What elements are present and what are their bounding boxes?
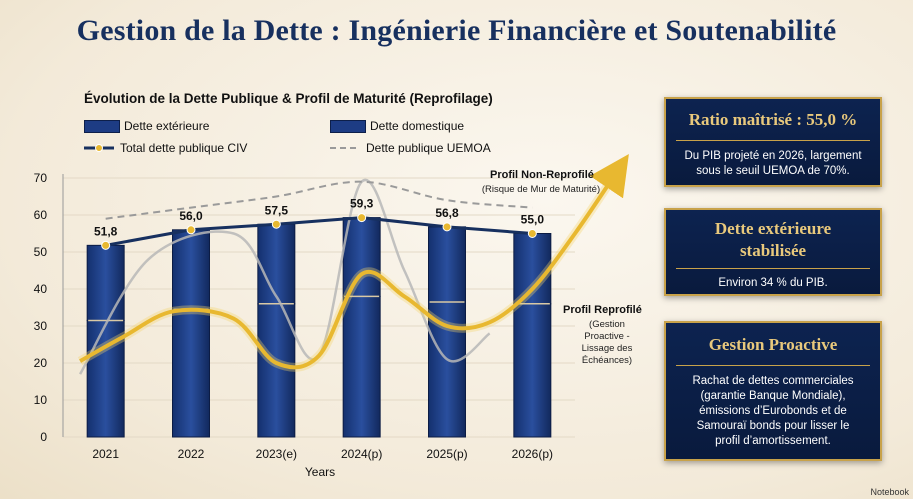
legend-dette-exterieure: Dette extérieure (84, 119, 209, 133)
y-tick-label: 70 (34, 171, 48, 185)
legend-label-ext: Dette extérieure (124, 119, 210, 133)
lines-group: 51,8 56,0 57,5 59,3 56,8 55,0 (94, 180, 545, 250)
x-tick-label: 2026(p) (512, 447, 553, 461)
point-total-dette (271, 219, 281, 229)
point-total-dette (357, 213, 367, 223)
bar-dette-exterieure (257, 303, 296, 438)
annotation-non-reprofile-title: Profil Non-Reprofilé (490, 169, 594, 181)
y-tick-label: 50 (34, 245, 48, 259)
bar-dette-domestique (428, 226, 466, 303)
curves-group (77, 154, 629, 375)
legend-swatch-ext (84, 119, 120, 133)
card-body-line: profil d’amortissement. (715, 435, 831, 447)
data-label-total: 56,8 (435, 206, 459, 220)
y-tick-label: 30 (34, 319, 48, 333)
y-tick-label: 20 (34, 356, 48, 370)
y-tick-label: 0 (40, 430, 47, 444)
legend-uemoa: Dette publique UEMOA (330, 141, 491, 155)
annotation-reprofile-title: Profil Reprofilé (563, 304, 642, 316)
card-gestion-title: Gestion Proactive (708, 335, 838, 354)
card-gestion-body: Rachat de dettes commerciales (garantie … (666, 366, 880, 449)
legend-label-total: Total dette publique CIV (120, 141, 248, 155)
watermark: Notebook (870, 487, 909, 497)
card-ext-body: Environ 34 % du PIB. (718, 277, 828, 289)
bar-dette-exterieure (513, 303, 552, 438)
x-axis: 2021 2022 2023(e) 2024(p) 2025(p) 2026(p) (92, 447, 553, 461)
y-axis: 0 10 20 30 40 50 60 70 (34, 171, 48, 444)
x-tick-label: 2022 (178, 447, 205, 461)
card-divider (676, 268, 870, 269)
line-uemoa (105, 180, 533, 220)
x-tick-label: 2024(p) (341, 447, 382, 461)
card-ratio: Ratio maîtrisé : 55,0 % Du PIB projeté e… (664, 97, 882, 187)
bar-dette-domestique (513, 233, 552, 305)
y-tick-label: 40 (34, 282, 48, 296)
annotation-reprofile-line: (Gestion (589, 319, 625, 330)
bar-dette-domestique (172, 229, 210, 310)
page-title: Gestion de la Dette : Ingénierie Financi… (76, 14, 837, 47)
legend-swatch-total (84, 144, 114, 152)
y-tick-label: 60 (34, 208, 48, 222)
card-body-line: sous le seuil UEMOA de 70%. (696, 165, 850, 177)
legend-dette-domestique: Dette domestique (330, 119, 464, 133)
bar-dette-domestique (342, 217, 381, 297)
card-body-line: Du PIB projeté en 2026, largement (684, 150, 862, 162)
card-dette-exterieure: Dette extérieure stabilisée Environ 34 %… (664, 208, 882, 296)
chart-title: Évolution de la Dette Publique & Profil … (84, 91, 493, 106)
bars-group (86, 217, 552, 438)
annotation-reprofile-line: Lissage des (581, 343, 633, 354)
card-body-line: (garantie Banque Mondiale), (700, 390, 846, 402)
card-body-line: Samouraï bonds pour lisser le (696, 420, 850, 432)
data-label-total: 51,8 (94, 224, 118, 238)
point-total-dette (101, 240, 111, 250)
data-label-total: 56,0 (179, 209, 203, 223)
data-label-total: 55,0 (521, 213, 545, 227)
annotation-reprofile-line: Échéances) (581, 355, 633, 366)
x-tick-label: 2025(p) (426, 447, 467, 461)
card-title-line: Dette extérieure (714, 219, 832, 238)
annotation-non-reprofile-sub: (Risque de Mur de Maturité) (481, 184, 601, 195)
card-ext-title: Dette extérieure stabilisée (666, 210, 880, 268)
y-tick-label: 10 (34, 393, 48, 407)
x-tick-label: 2023(e) (256, 447, 297, 461)
curve-reprofile (79, 154, 629, 370)
bar-dette-exterieure (172, 308, 210, 438)
legend-swatch-uemoa (330, 147, 360, 149)
card-gestion-proactive: Gestion Proactive Rachat de dettes comme… (664, 321, 882, 461)
bar-dette-domestique (257, 223, 296, 305)
bar-dette-exterieure (342, 295, 381, 438)
legend-swatch-dom (330, 119, 366, 133)
chart-grid (62, 174, 575, 438)
point-total-dette (186, 225, 196, 235)
x-tick-label: 2021 (92, 447, 119, 461)
bar-dette-domestique (86, 244, 125, 321)
card-ratio-body: Du PIB projeté en 2026, largement sous l… (666, 141, 880, 179)
card-body-line: Rachat de dettes commerciales (692, 375, 854, 387)
card-body-line: émissions d’Eurobonds et de (699, 405, 847, 417)
data-label-total: 59,3 (350, 197, 374, 211)
point-total-dette (527, 229, 537, 238)
annotation-reprofile-sub: (Gestion Proactive - Lissage des Échéanc… (572, 319, 642, 367)
annotation-reprofile-line: Proactive - (584, 331, 630, 342)
card-title-line: stabilisée (739, 241, 807, 260)
legend-label-dom: Dette domestique (370, 119, 465, 133)
legend-label-uemoa: Dette publique UEMOA (366, 141, 491, 155)
data-label-total: 57,5 (265, 203, 289, 217)
x-axis-label: Years (305, 465, 335, 479)
card-divider (676, 140, 870, 141)
card-divider (676, 365, 870, 366)
card-ratio-title: Ratio maîtrisé : 55,0 % (688, 110, 858, 129)
legend-total-dette: Total dette publique CIV (84, 141, 247, 155)
line-total-dette (105, 216, 533, 247)
point-total-dette (442, 222, 452, 232)
